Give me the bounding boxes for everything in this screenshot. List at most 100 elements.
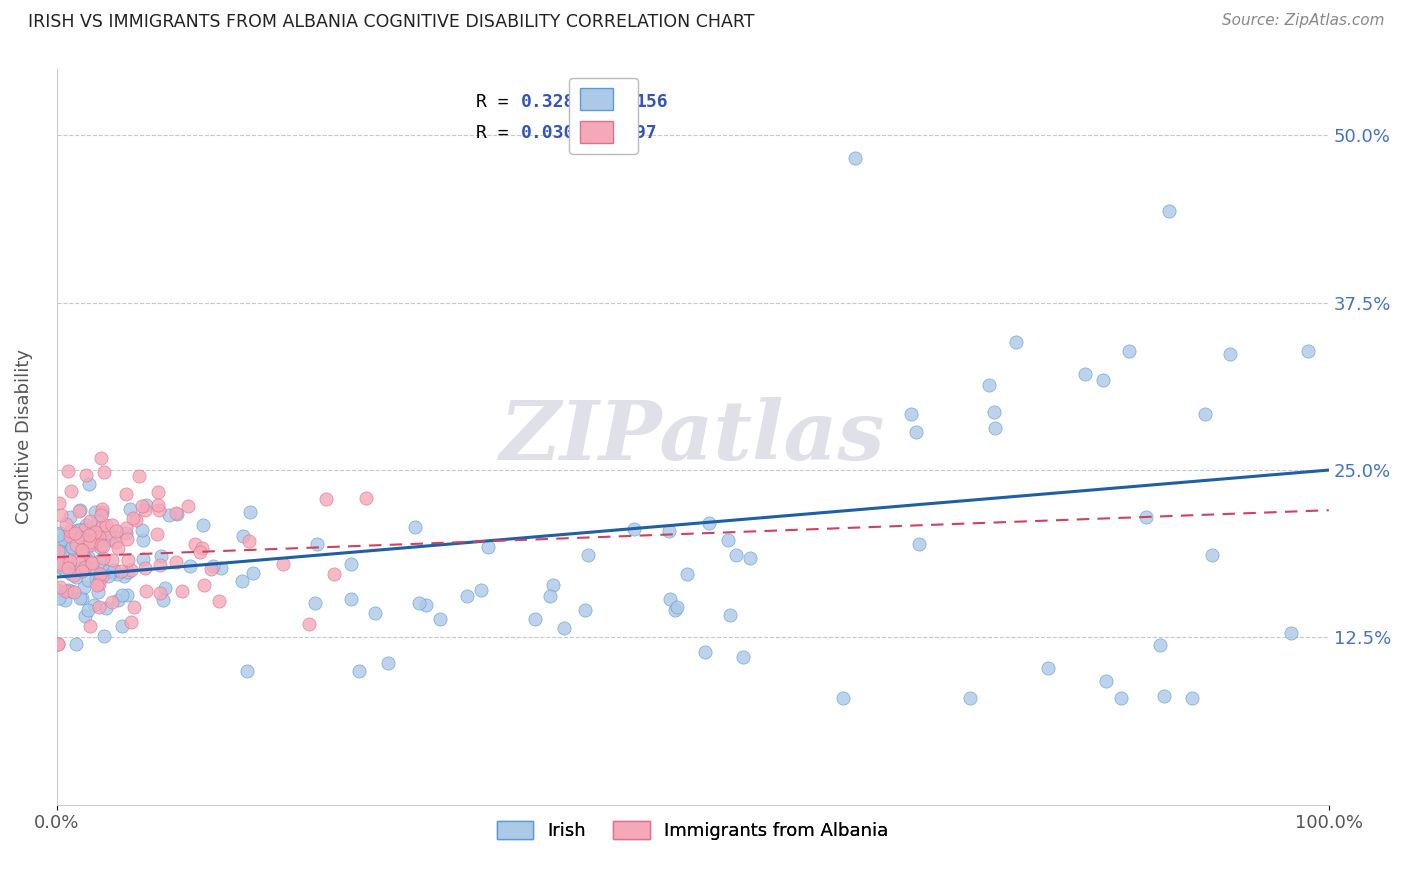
Point <box>538 589 561 603</box>
Point <box>76 540 98 554</box>
Point <box>65 543 87 558</box>
Point <box>79 619 101 633</box>
Point <box>90 569 112 583</box>
Point <box>112 569 135 583</box>
Point <box>58 532 80 546</box>
Point <box>93 465 115 479</box>
Point <box>70 523 93 537</box>
Point <box>65 525 87 540</box>
Point <box>70 591 93 605</box>
Point <box>1109 690 1132 705</box>
Point <box>75 467 97 482</box>
Text: Source: ZipAtlas.com: Source: ZipAtlas.com <box>1222 13 1385 29</box>
Point <box>105 524 128 539</box>
Point <box>1279 625 1302 640</box>
Point <box>49 555 72 569</box>
Point <box>456 589 478 603</box>
Point <box>91 550 114 565</box>
Point <box>733 649 755 664</box>
Point <box>208 593 231 607</box>
Point <box>80 555 103 569</box>
Point <box>72 580 94 594</box>
Point <box>96 600 118 615</box>
Text: R =: R = <box>477 124 520 143</box>
Point <box>191 541 214 555</box>
Point <box>135 498 157 512</box>
Legend: Irish, Immigrants from Albania: Irish, Immigrants from Albania <box>489 814 896 847</box>
Point <box>65 538 87 552</box>
Point <box>101 553 124 567</box>
Point <box>87 515 110 529</box>
Point <box>52 561 75 575</box>
Point <box>105 567 128 582</box>
Point <box>46 637 69 651</box>
Point <box>101 517 124 532</box>
Point <box>664 603 686 617</box>
Point <box>718 608 741 623</box>
Point <box>135 583 157 598</box>
Point <box>697 516 720 530</box>
Point <box>117 532 139 546</box>
Point <box>693 645 716 659</box>
Point <box>87 534 110 549</box>
Point <box>176 500 198 514</box>
Point <box>183 537 205 551</box>
Point <box>907 537 929 551</box>
Point <box>51 545 73 559</box>
Point <box>55 583 77 598</box>
Point <box>193 578 215 592</box>
Point <box>111 588 134 602</box>
Point <box>905 425 928 440</box>
Point <box>131 500 153 514</box>
Point <box>124 599 146 614</box>
Point <box>60 566 83 581</box>
Text: 0.328: 0.328 <box>522 93 575 111</box>
Point <box>91 520 114 534</box>
Text: 97: 97 <box>636 124 657 143</box>
Point <box>91 539 114 553</box>
Point <box>55 551 77 566</box>
Point <box>90 505 112 519</box>
Point <box>134 502 156 516</box>
Point <box>725 548 748 562</box>
Point <box>90 451 112 466</box>
Point <box>77 603 100 617</box>
Point <box>56 560 79 574</box>
Point <box>1092 374 1115 388</box>
Point <box>146 526 169 541</box>
Point <box>238 533 260 548</box>
Point <box>1118 344 1140 359</box>
Point <box>149 585 172 599</box>
Point <box>75 551 97 566</box>
Point <box>51 547 73 561</box>
Point <box>1074 367 1097 381</box>
Point <box>377 656 399 670</box>
Point <box>58 557 80 571</box>
Point <box>72 542 94 557</box>
Point <box>84 505 107 519</box>
Point <box>75 561 97 575</box>
Point <box>717 533 740 547</box>
Point <box>340 558 363 572</box>
Point <box>179 558 201 573</box>
Point <box>340 592 363 607</box>
Point <box>415 598 437 612</box>
Point <box>150 549 173 563</box>
Point <box>70 560 93 574</box>
Point <box>84 572 107 586</box>
Point <box>70 541 93 555</box>
Point <box>657 524 679 538</box>
Text: IRISH VS IMMIGRANTS FROM ALBANIA COGNITIVE DISABILITY CORRELATION CHART: IRISH VS IMMIGRANTS FROM ALBANIA COGNITI… <box>28 13 755 31</box>
Point <box>83 533 105 548</box>
Point <box>89 573 111 587</box>
Point <box>122 511 145 525</box>
Point <box>115 526 138 541</box>
Point <box>66 553 89 567</box>
Point <box>59 583 82 598</box>
Point <box>977 377 1000 392</box>
Point <box>429 612 451 626</box>
Point <box>79 534 101 549</box>
Point <box>1194 408 1216 422</box>
Point <box>231 574 253 589</box>
Point <box>831 690 853 705</box>
